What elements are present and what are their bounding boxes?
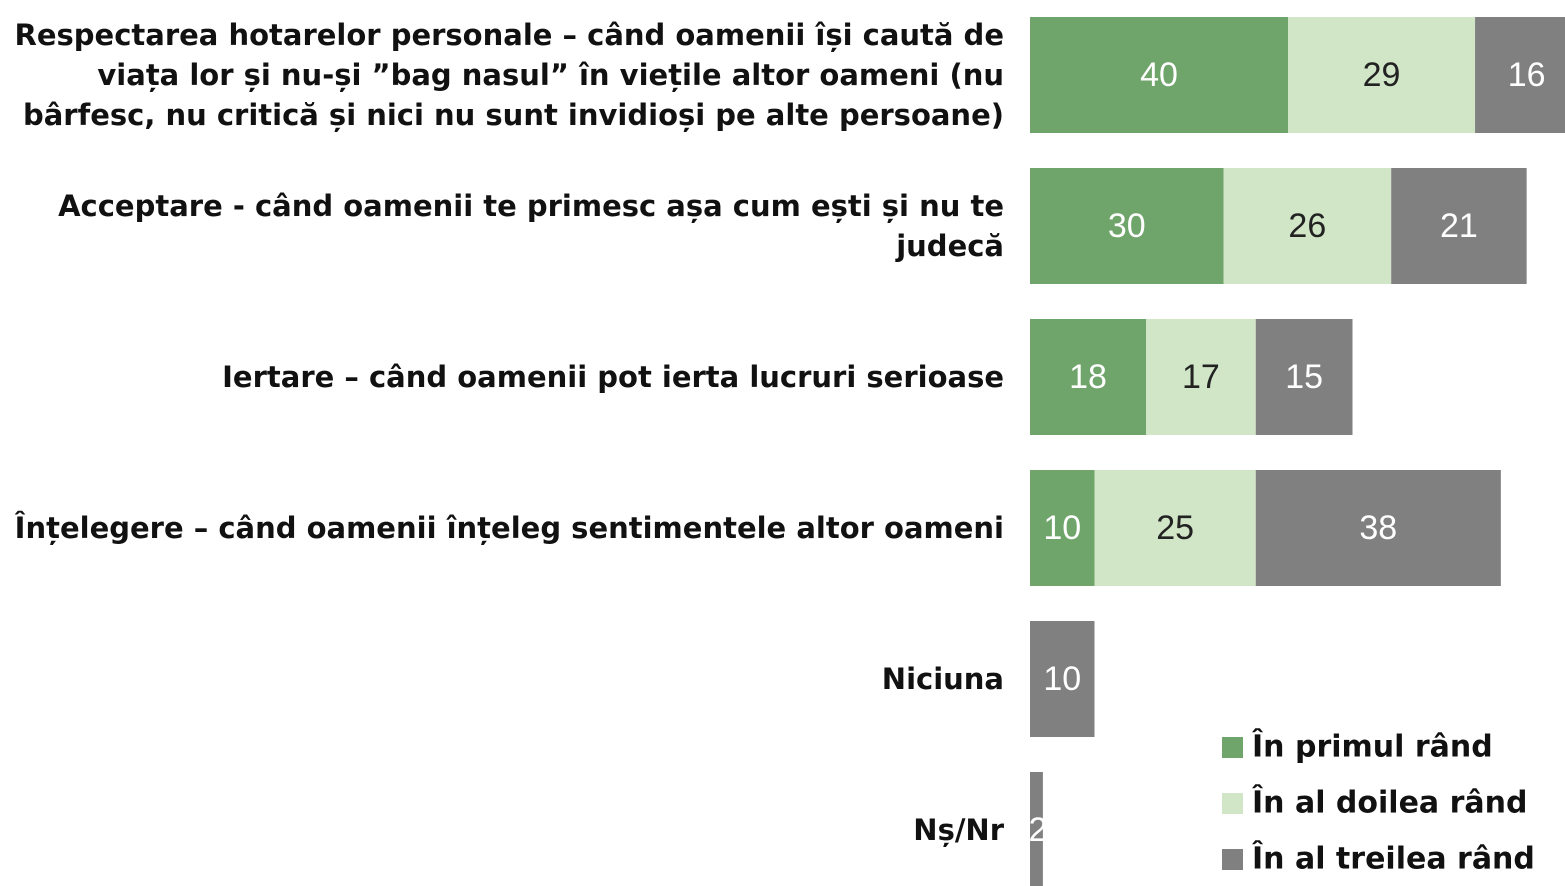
bar-segment [1030, 319, 1147, 435]
bar-segment [1030, 470, 1095, 586]
legend-label: În primul rând [1252, 729, 1493, 765]
category-label: Respectarea hotarelor personale – când o… [14, 18, 1004, 132]
value-label: 21 [1440, 207, 1478, 245]
bar-segment [1030, 621, 1095, 737]
value-label: 38 [1359, 509, 1397, 547]
value-label: 17 [1182, 358, 1220, 396]
category-label: Acceptare - când oamenii te primesc așa … [58, 189, 1004, 263]
bar-segment [1288, 17, 1476, 133]
bar-segment [1475, 17, 1565, 133]
value-label: 25 [1156, 509, 1194, 547]
bar-segment [1030, 168, 1224, 284]
value-label: 2 [1029, 811, 1048, 849]
value-label: 30 [1108, 207, 1146, 245]
legend-label: În al treilea rând [1252, 841, 1535, 877]
category-label: Iertare – când oamenii pot ierta lucruri… [222, 360, 1004, 394]
value-label: 15 [1285, 358, 1323, 396]
bar-segment [1094, 470, 1256, 586]
legend-swatch [1222, 793, 1243, 814]
bar-segment [1255, 319, 1353, 435]
bar-segment [1255, 470, 1501, 586]
value-label: 16 [1508, 56, 1546, 94]
legend-swatch [1222, 737, 1243, 758]
bar-segment [1146, 319, 1256, 435]
value-label: 29 [1363, 56, 1401, 94]
category-label: Înțelegere – când oamenii înțeleg sentim… [14, 511, 1004, 545]
legend-label: În al doilea rând [1252, 785, 1528, 821]
bar-segment [1223, 168, 1392, 284]
value-label: 18 [1069, 358, 1107, 396]
bar-segment [1391, 168, 1527, 284]
bar-segment [1030, 772, 1043, 886]
value-label: 10 [1043, 660, 1081, 698]
legend-swatch [1222, 849, 1243, 870]
value-label: 10 [1043, 509, 1081, 547]
value-label: 26 [1288, 207, 1326, 245]
category-label: Nș/Nr [913, 813, 1004, 847]
value-label: 40 [1140, 56, 1178, 94]
bar-segment [1030, 17, 1288, 133]
category-label: Niciuna [881, 662, 1004, 696]
